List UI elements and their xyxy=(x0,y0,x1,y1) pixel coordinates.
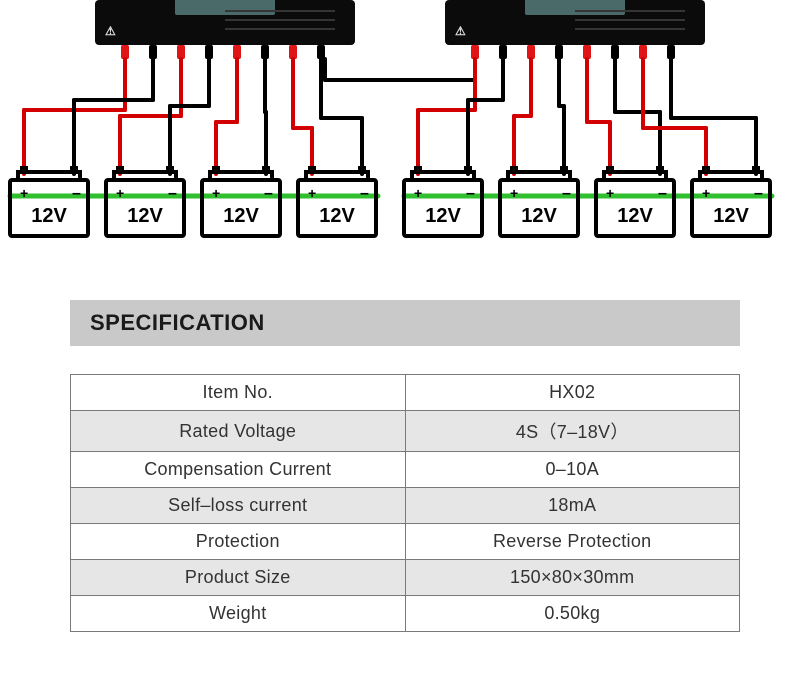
svg-text:+: + xyxy=(116,185,124,201)
svg-text:–: – xyxy=(562,185,571,202)
spec-value: Reverse Protection xyxy=(405,524,740,560)
table-row: Compensation Current0–10A xyxy=(71,452,740,488)
spec-value: 18mA xyxy=(405,488,740,524)
svg-text:+: + xyxy=(606,185,614,201)
svg-text:–: – xyxy=(658,185,667,202)
diagram-svg: ⚠⚠+–12V+–12V+–12V+–12V+–12V+–12V+–12V+–1… xyxy=(0,0,800,250)
table-row: ProtectionReverse Protection xyxy=(71,524,740,560)
spec-label: Self–loss current xyxy=(71,488,406,524)
spec-value: 0–10A xyxy=(405,452,740,488)
svg-text:12V: 12V xyxy=(521,205,557,227)
svg-text:+: + xyxy=(702,185,710,201)
spec-value: 4S（7–18V） xyxy=(405,411,740,452)
svg-text:⚠: ⚠ xyxy=(455,24,466,38)
svg-text:–: – xyxy=(466,185,475,202)
spec-label: Item No. xyxy=(71,375,406,411)
spec-value: 0.50kg xyxy=(405,596,740,632)
svg-text:12V: 12V xyxy=(617,205,653,227)
svg-text:+: + xyxy=(20,185,28,201)
svg-text:12V: 12V xyxy=(319,205,355,227)
svg-text:⚠: ⚠ xyxy=(105,24,116,38)
svg-text:12V: 12V xyxy=(425,205,461,227)
svg-text:–: – xyxy=(754,185,763,202)
svg-text:+: + xyxy=(414,185,422,201)
spec-label: Weight xyxy=(71,596,406,632)
svg-text:12V: 12V xyxy=(31,205,67,227)
spec-section: SPECIFICATION Item No.HX02Rated Voltage4… xyxy=(0,300,800,632)
svg-text:+: + xyxy=(212,185,220,201)
svg-text:+: + xyxy=(510,185,518,201)
spec-label: Protection xyxy=(71,524,406,560)
svg-text:–: – xyxy=(264,185,273,202)
table-row: Item No.HX02 xyxy=(71,375,740,411)
svg-text:–: – xyxy=(360,185,369,202)
table-row: Weight0.50kg xyxy=(71,596,740,632)
spec-label: Compensation Current xyxy=(71,452,406,488)
table-row: Self–loss current18mA xyxy=(71,488,740,524)
spec-label: Rated Voltage xyxy=(71,411,406,452)
svg-text:–: – xyxy=(72,185,81,202)
table-row: Rated Voltage4S（7–18V） xyxy=(71,411,740,452)
wiring-diagram: ⚠⚠+–12V+–12V+–12V+–12V+–12V+–12V+–12V+–1… xyxy=(0,0,800,250)
svg-text:+: + xyxy=(308,185,316,201)
spec-header: SPECIFICATION xyxy=(70,300,740,346)
spec-value: HX02 xyxy=(405,375,740,411)
svg-text:12V: 12V xyxy=(127,205,163,227)
svg-text:–: – xyxy=(168,185,177,202)
svg-text:12V: 12V xyxy=(713,205,749,227)
table-row: Product Size150×80×30mm xyxy=(71,560,740,596)
spec-value: 150×80×30mm xyxy=(405,560,740,596)
spec-label: Product Size xyxy=(71,560,406,596)
svg-text:12V: 12V xyxy=(223,205,259,227)
spec-table: Item No.HX02Rated Voltage4S（7–18V）Compen… xyxy=(70,374,740,632)
